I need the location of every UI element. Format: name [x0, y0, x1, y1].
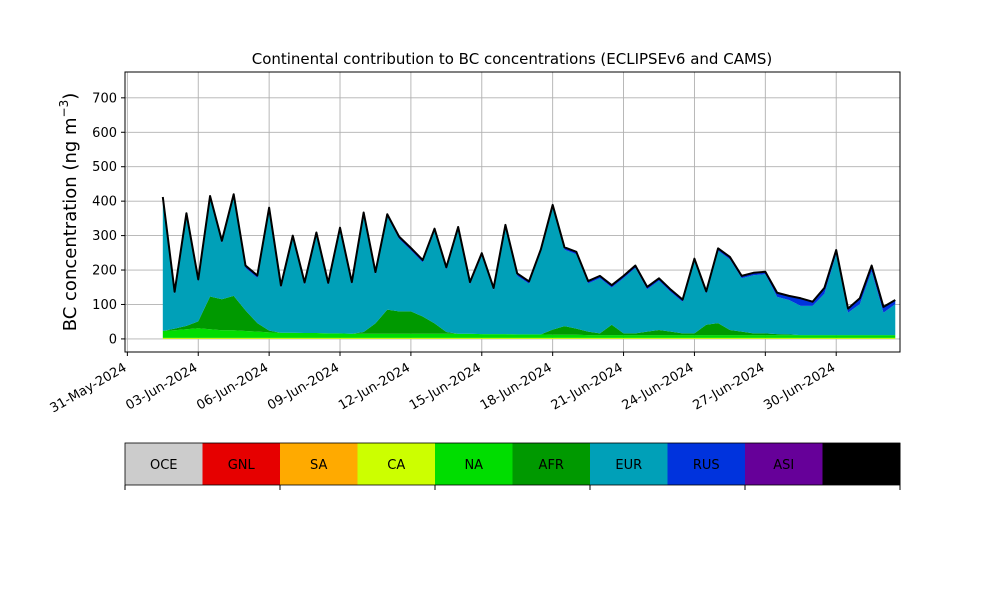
x-tick-label: 09-Jun-2024 — [265, 360, 342, 413]
x-tick-label: 31-May-2024 — [48, 360, 130, 416]
x-tick-label: 03-Jun-2024 — [123, 360, 200, 413]
total-line — [161, 193, 896, 310]
legend-swatch-rus — [667, 443, 746, 485]
plot-frame — [124, 71, 901, 353]
legend-label-oce: OCE — [150, 458, 178, 473]
x-tick-label: 18-Jun-2024 — [478, 360, 555, 413]
legend-label-asi: ASI — [773, 458, 794, 473]
chart-title: Continental contribution to BC concentra… — [252, 50, 773, 68]
legend-label-aus: AUS — [848, 458, 875, 473]
area-eur — [162, 196, 896, 336]
x-tick-label: 12-Jun-2024 — [336, 360, 413, 413]
legend-swatch-eur — [590, 443, 668, 485]
legend-swatch-oce — [125, 443, 203, 485]
legend-swatch-afr — [512, 443, 591, 485]
legend-label-na: NA — [464, 458, 483, 473]
legend-label-ca: CA — [387, 458, 405, 473]
legend-frame — [124, 442, 901, 486]
stacked-areas — [162, 194, 896, 339]
y-tick-label: 100 — [92, 298, 117, 313]
x-tick-label: 27-Jun-2024 — [690, 360, 767, 413]
y-tick-label: 400 — [92, 195, 117, 210]
x-tick-label: 24-Jun-2024 — [620, 360, 697, 413]
area-na — [162, 328, 896, 338]
x-tick-label: 15-Jun-2024 — [407, 360, 484, 413]
x-tick-label: 21-Jun-2024 — [549, 360, 626, 413]
x-tick-label: 06-Jun-2024 — [194, 360, 271, 413]
y-tick-label: 0 — [109, 332, 117, 347]
legend-label-sa: SA — [310, 458, 327, 473]
legend-swatch-ca — [357, 443, 436, 485]
legend-swatch-aus — [822, 443, 901, 485]
area-afr — [162, 295, 896, 336]
legend-swatch-sa — [280, 443, 358, 485]
y-tick-label: 200 — [92, 264, 117, 279]
colorbar-legend: OCE GNL SA CA NA AFR EUR RUS ASI AUS — [124, 442, 901, 490]
legend-label-eur: EUR — [615, 458, 642, 473]
y-axis: 0 100 200 300 400 500 600 700 — [92, 91, 125, 347]
y-axis-label: BC concentration (ng m−3) — [57, 93, 81, 332]
x-axis: 31-May-202403-Jun-202406-Jun-202409-Jun-… — [48, 352, 838, 416]
x-tick-label: 30-Jun-2024 — [761, 360, 838, 413]
legend-label-afr: AFR — [539, 458, 564, 473]
legend-label-gnl: GNL — [228, 458, 256, 473]
y-tick-label: 600 — [92, 126, 117, 141]
y-tick-label: 300 — [92, 229, 117, 244]
y-tick-label: 700 — [92, 91, 117, 106]
area-ca — [162, 337, 896, 339]
legend-swatch-asi — [745, 443, 823, 485]
legend-swatch-na — [435, 443, 513, 485]
legend-label-rus: RUS — [693, 458, 720, 473]
legend-swatch-gnl — [202, 443, 281, 485]
total-concentration-line — [161, 193, 896, 310]
y-tick-label: 500 — [92, 160, 117, 175]
